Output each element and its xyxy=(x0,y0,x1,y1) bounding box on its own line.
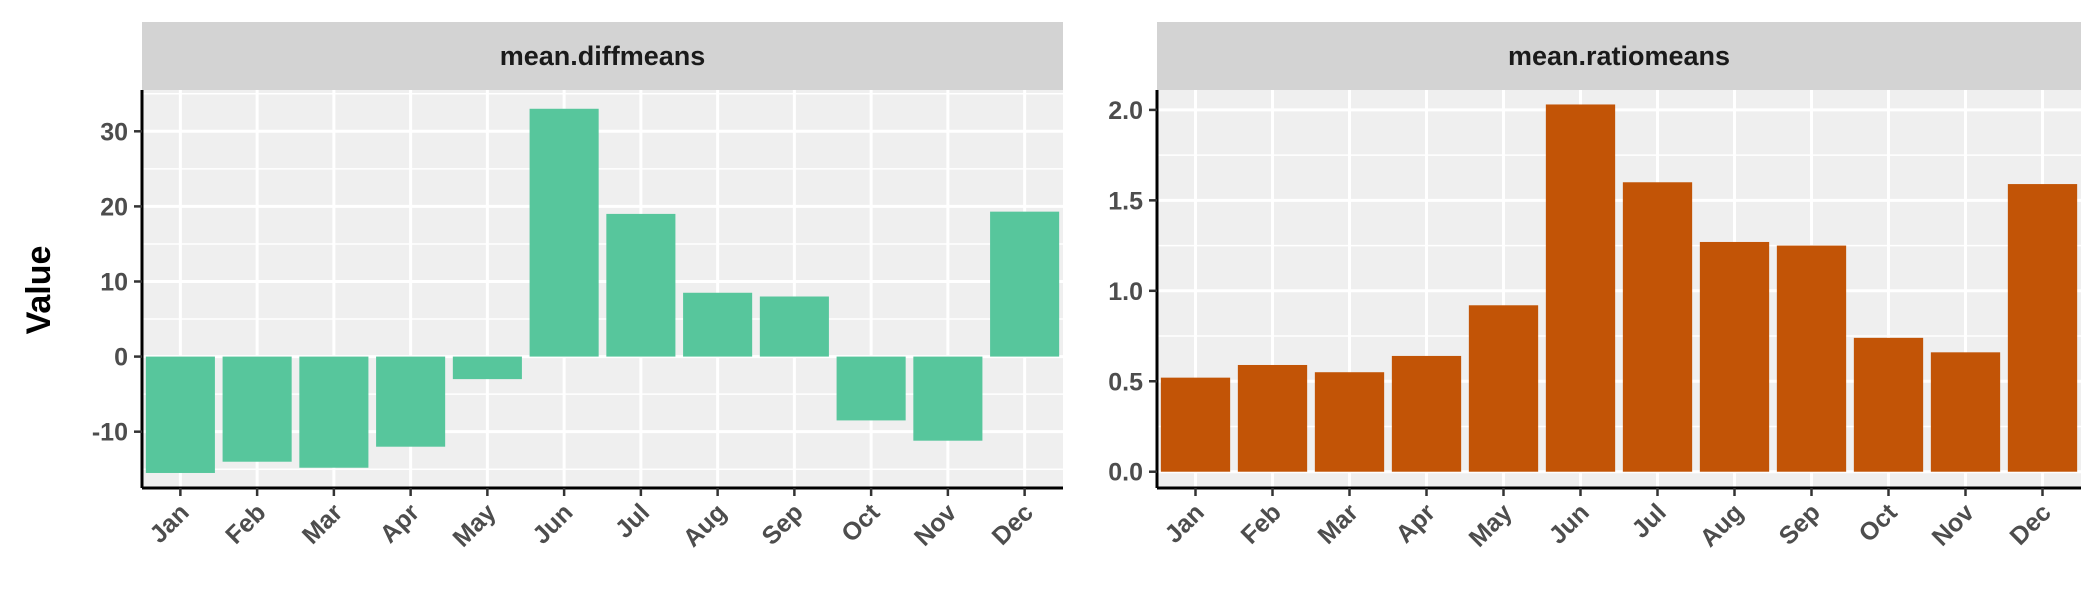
bar-jan xyxy=(145,356,215,473)
bar-may xyxy=(1468,305,1539,472)
y-tick-label: 0.0 xyxy=(1108,459,1143,487)
x-tick-label: Dec xyxy=(987,498,1039,550)
x-tick-label: Aug xyxy=(1695,498,1749,552)
x-tick-label: Sep xyxy=(1774,498,1826,550)
x-tick-label: Nov xyxy=(909,498,962,551)
panel-strip xyxy=(1157,22,2081,90)
y-tick-label: 10 xyxy=(100,268,128,296)
x-tick-label: Oct xyxy=(1853,498,1903,548)
bar-oct xyxy=(836,356,906,421)
x-tick-label: Apr xyxy=(375,498,425,548)
x-tick-label: Feb xyxy=(1236,498,1287,549)
bar-mar xyxy=(299,356,369,468)
bar-jun xyxy=(529,108,599,357)
x-tick-label: May xyxy=(1464,498,1518,552)
bar-aug xyxy=(1699,241,1770,472)
panel-strip xyxy=(142,22,1063,90)
x-tick-label: Feb xyxy=(220,498,271,549)
bar-apr xyxy=(1391,355,1462,472)
bar-feb xyxy=(222,356,292,462)
x-tick-label: Jan xyxy=(1159,498,1209,548)
x-tick-label: Sep xyxy=(756,498,808,550)
bar-feb xyxy=(1237,364,1308,472)
x-tick-label: Mar xyxy=(1312,498,1363,549)
x-tick-label: May xyxy=(447,498,501,552)
x-tick-label: Mar xyxy=(297,498,348,549)
x-tick-label: Nov xyxy=(1927,498,1980,551)
plot-background xyxy=(142,90,1063,488)
bar-jan xyxy=(1160,377,1231,472)
y-tick-label: 0 xyxy=(114,344,128,372)
bar-mar xyxy=(1314,372,1385,472)
bar-aug xyxy=(683,292,753,357)
bar-may xyxy=(452,356,522,380)
bar-sep xyxy=(1776,245,1847,472)
bar-apr xyxy=(376,356,446,447)
bar-dec xyxy=(2007,184,2078,472)
bar-jun xyxy=(1545,104,1616,472)
y-tick-label: 0.5 xyxy=(1108,368,1143,396)
panel-title: mean.diffmeans xyxy=(500,41,706,71)
bar-sep xyxy=(759,296,829,357)
x-tick-label: Jul xyxy=(1626,498,1671,543)
bar-nov xyxy=(913,356,983,441)
x-tick-label: Jan xyxy=(144,498,194,548)
bar-jul xyxy=(606,213,676,357)
plot-background xyxy=(1157,90,2081,488)
bar-dec xyxy=(990,211,1060,357)
x-tick-label: Jun xyxy=(527,498,578,549)
bar-jul xyxy=(1622,182,1693,472)
x-tick-label: Apr xyxy=(1390,498,1440,548)
x-tick-label: Dec xyxy=(2005,498,2057,550)
panel-1: mean.diffmeans -10 0 10 20 30 Jan Feb Mar Apr May J… xyxy=(92,22,1063,553)
y-tick-label: 2.0 xyxy=(1108,97,1143,125)
chart-panels: mean.diffmeans -10 0 10 20 30 Jan Feb Mar Apr May J… xyxy=(92,22,2081,553)
y-tick-label: 1.5 xyxy=(1108,187,1143,215)
y-tick-label: -10 xyxy=(92,419,128,447)
y-tick-label: 20 xyxy=(100,193,128,221)
x-tick-label: Oct xyxy=(836,498,886,548)
x-tick-label: Jun xyxy=(1544,498,1595,549)
y-tick-label: 30 xyxy=(100,118,128,146)
x-tick-label: Aug xyxy=(678,498,732,552)
x-tick-label: Jul xyxy=(610,498,655,543)
bar-oct xyxy=(1853,337,1924,472)
bar-nov xyxy=(1930,352,2001,472)
panel-2: mean.ratiomeans 0.0 0.5 1.0 1.5 2.0 Jan Feb Mar A… xyxy=(1108,22,2081,553)
y-tick-label: 1.0 xyxy=(1108,278,1143,306)
y-axis-label: Value xyxy=(20,246,58,335)
panel-title: mean.ratiomeans xyxy=(1508,41,1730,71)
